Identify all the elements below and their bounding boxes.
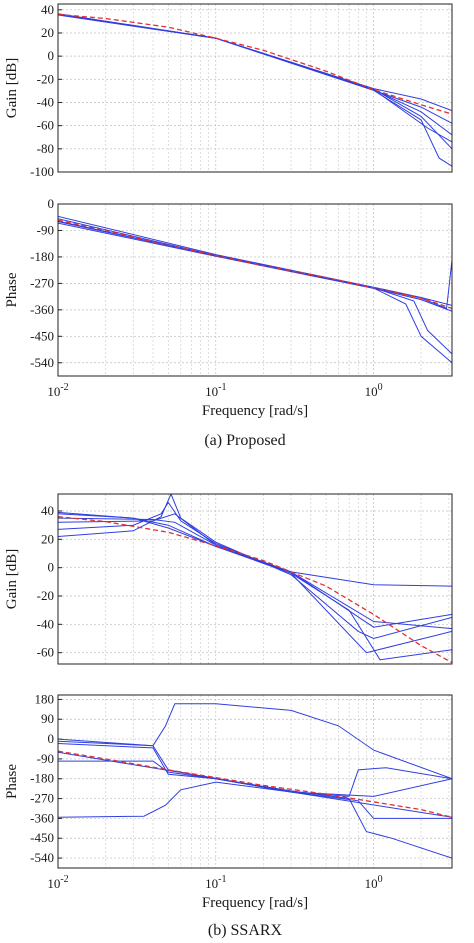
series-group xyxy=(58,215,452,364)
y-tick-label: 40 xyxy=(41,2,54,17)
y-tick-label: 180 xyxy=(35,691,55,706)
y-tick-label: 0 xyxy=(48,560,55,575)
x-tick-label: 10-2 xyxy=(47,874,68,891)
panel-1: 0 -90 -180 -270 -360 -450 -540 Phase 10-2 10-1 100… xyxy=(4,196,453,419)
estimate-line xyxy=(58,494,452,640)
y-tick-label: 0 xyxy=(48,196,55,211)
y-tick-label: -270 xyxy=(30,791,54,806)
estimate-line xyxy=(58,751,452,819)
plot-frame xyxy=(57,3,453,173)
estimate-line xyxy=(58,14,452,167)
y-axis-label: Phase xyxy=(4,764,20,799)
series-group xyxy=(58,703,452,859)
y-tick-label: -180 xyxy=(30,249,54,264)
y-tick-label: -90 xyxy=(37,222,54,237)
estimate-line xyxy=(58,513,452,661)
true-response-line xyxy=(58,219,452,310)
y-tick-label: -40 xyxy=(37,94,54,109)
y-tick-label: -180 xyxy=(30,771,54,786)
x-axis-label: Frequency [rad/s] xyxy=(202,895,308,911)
estimate-line xyxy=(58,13,452,143)
true-response-line xyxy=(58,13,452,115)
plot-frame xyxy=(57,694,453,869)
estimate-line xyxy=(58,13,452,136)
y-tick-label: -100 xyxy=(30,164,54,179)
y-tick-label: 20 xyxy=(41,25,54,40)
x-tick-label: 10-1 xyxy=(205,382,226,399)
estimate-line xyxy=(58,517,452,630)
x-axis-label: Frequency [rad/s] xyxy=(202,403,308,419)
y-tick-label: -60 xyxy=(37,645,54,660)
y-tick-label: -60 xyxy=(37,118,54,133)
x-tick-label: 10-2 xyxy=(47,382,68,399)
y-tick-label: 90 xyxy=(41,711,54,726)
y-tick-label: -450 xyxy=(30,830,54,845)
series-group xyxy=(58,494,452,664)
y-tick-label: -360 xyxy=(30,302,54,317)
x-tick-label: 10-1 xyxy=(205,874,226,891)
caption-ssarx: (b) SSARX xyxy=(208,922,283,939)
y-tick-label: -40 xyxy=(37,616,54,631)
x-tick-label: 100 xyxy=(365,874,383,891)
estimate-line xyxy=(58,781,452,818)
y-tick-label: -80 xyxy=(37,141,54,156)
estimate-line xyxy=(58,14,452,124)
y-tick-label: -20 xyxy=(37,588,54,603)
caption-proposed: (a) Proposed xyxy=(204,432,285,449)
estimate-line xyxy=(58,703,452,780)
panel-3: 180 90 0 -90 -180 -270 -360 -450 -540 Phase 10-2 10… xyxy=(4,691,453,911)
plot-frame xyxy=(57,203,453,377)
y-tick-label: -540 xyxy=(30,850,54,865)
y-tick-label: -360 xyxy=(30,810,54,825)
y-tick-label: 0 xyxy=(48,731,55,746)
estimate-line xyxy=(58,13,452,150)
y-axis-label: Phase xyxy=(4,272,20,307)
panel-0: 40 20 0 -20 -40 -60 -80 -100 Gain [dB] xyxy=(4,2,453,179)
true-response-line xyxy=(58,750,452,818)
estimate-line xyxy=(58,513,452,628)
y-tick-label: -20 xyxy=(37,71,54,86)
x-tick-label: 100 xyxy=(365,382,383,399)
estimate-line xyxy=(58,221,452,355)
estimate-line xyxy=(58,740,452,797)
y-tick-label: 0 xyxy=(48,48,55,63)
estimate-line xyxy=(58,501,452,654)
y-tick-label: 20 xyxy=(41,531,54,546)
panel-2: 40 20 0 -20 -40 -60 Gain [dB] xyxy=(4,493,453,665)
y-axis-label: Gain [dB] xyxy=(4,58,20,118)
true-response-line xyxy=(58,516,452,664)
y-axis-label: Gain [dB] xyxy=(4,549,20,609)
y-tick-label: 40 xyxy=(41,503,54,518)
plot-frame xyxy=(57,493,453,665)
estimate-line xyxy=(58,743,452,859)
y-tick-label: -270 xyxy=(30,275,54,290)
y-tick-label: -90 xyxy=(37,751,54,766)
series-group xyxy=(58,13,452,167)
estimate-line xyxy=(58,760,452,797)
y-tick-label: -450 xyxy=(30,328,54,343)
y-tick-label: -540 xyxy=(30,355,54,370)
